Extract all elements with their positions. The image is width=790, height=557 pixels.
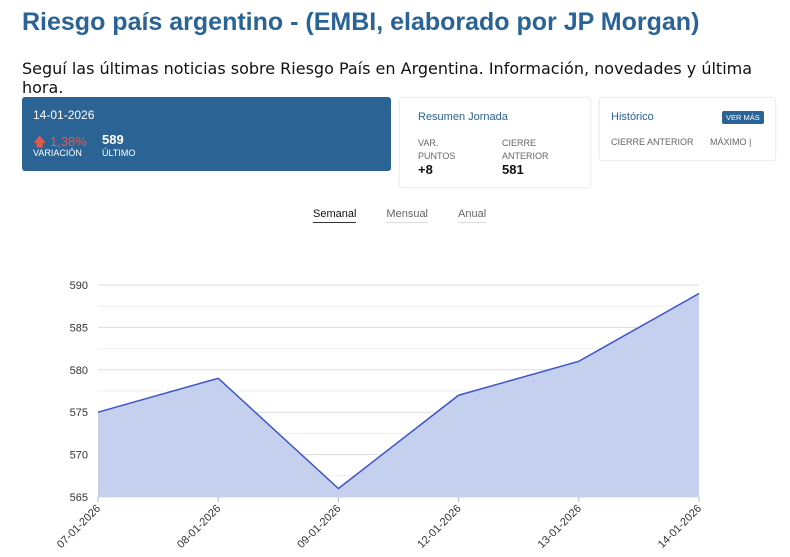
x-tick-label: 08-01-2026 bbox=[175, 503, 223, 551]
area-fill bbox=[98, 293, 699, 497]
last-label: ÚLTIMO bbox=[102, 148, 136, 158]
series-line bbox=[97, 292, 700, 490]
summary-card: Resumen Jornada VAR. PUNTOS +8 CIERRE AN… bbox=[399, 97, 591, 188]
arrow-up-icon: 🡅 bbox=[33, 134, 47, 149]
tab-semanal[interactable]: Semanal bbox=[313, 208, 357, 223]
history-card: Histórico VER MÁS CIERRE ANTERIOR MÁXIMO… bbox=[599, 97, 776, 161]
summary-title: Resumen Jornada bbox=[418, 111, 508, 123]
x-tick-label: 12-01-2026 bbox=[415, 503, 463, 551]
tab-anual[interactable]: Anual bbox=[458, 208, 487, 223]
prev-close-label: CIERRE ANTERIOR bbox=[502, 138, 549, 161]
y-tick-label: 585 bbox=[70, 322, 88, 334]
y-tick-label: 590 bbox=[70, 280, 88, 292]
y-tick-label: 575 bbox=[70, 407, 88, 419]
last-value: 589 bbox=[102, 132, 124, 147]
x-tick-label: 07-01-2026 bbox=[55, 503, 103, 551]
history-title: Histórico bbox=[611, 111, 654, 123]
x-tick-label: 09-01-2026 bbox=[295, 503, 343, 551]
var-points-label: VAR. PUNTOS bbox=[418, 138, 456, 161]
quote-card: 14-01-2026 🡅 1,38% VARIACIÓN 589 ÚLTIMO bbox=[22, 97, 391, 171]
tab-mensual[interactable]: Mensual bbox=[386, 208, 428, 223]
var-points-value: +8 bbox=[418, 162, 433, 177]
history-col-max: MÁXIMO | bbox=[710, 137, 752, 147]
x-tick-label: 14-01-2026 bbox=[656, 503, 704, 551]
period-tabs: Semanal Mensual Anual bbox=[313, 208, 487, 223]
quote-date: 14-01-2026 bbox=[33, 108, 95, 122]
y-tick-label: 565 bbox=[70, 492, 88, 504]
see-more-button[interactable]: VER MÁS bbox=[722, 111, 764, 124]
page-subtitle: Seguí las últimas noticias sobre Riesgo … bbox=[22, 59, 753, 97]
history-col-prev-close: CIERRE ANTERIOR bbox=[611, 137, 694, 147]
page-title: Riesgo país argentino - (EMBI, elaborado… bbox=[22, 8, 700, 36]
variation-value: 🡅 1,38% bbox=[33, 134, 87, 149]
x-tick-label: 13-01-2026 bbox=[536, 503, 584, 551]
variation-label: VARIACIÓN bbox=[33, 148, 82, 158]
prev-close-value: 581 bbox=[502, 162, 524, 177]
y-tick-label: 570 bbox=[70, 450, 88, 462]
y-tick-label: 580 bbox=[70, 365, 88, 377]
